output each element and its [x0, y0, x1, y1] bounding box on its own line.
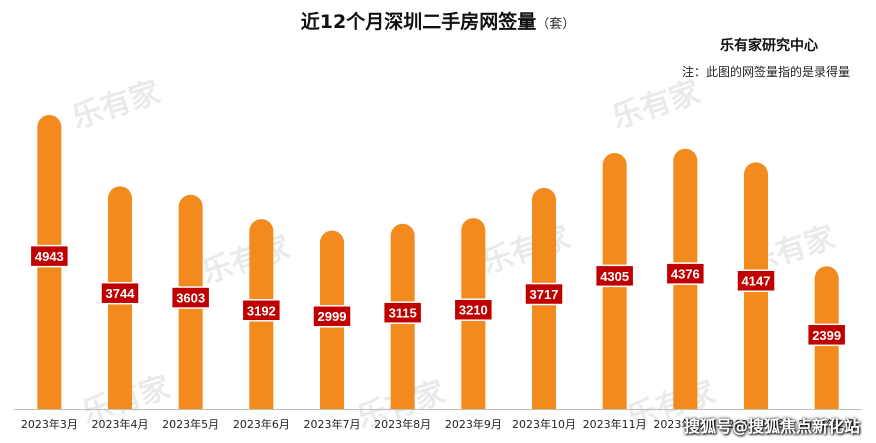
value-label-bg: [453, 298, 494, 321]
x-tick-label: 2023年11月: [583, 417, 647, 431]
footer-watermark: 搜狐号@搜狐焦点新化站: [683, 417, 860, 436]
x-tick-label: 2023年12月: [653, 417, 717, 431]
value-label-bg: [382, 301, 423, 324]
value-label: 4943: [35, 249, 64, 264]
value-label: 4305: [600, 269, 629, 284]
value-label: 3744: [106, 286, 136, 301]
x-tick-label: 2023年10月: [512, 417, 576, 431]
value-label-bg: [241, 299, 282, 322]
value-label-bg: [100, 281, 140, 305]
value-label-bg: [524, 282, 564, 306]
value-label: 3192: [247, 303, 276, 318]
value-label: 2999: [318, 309, 347, 324]
source-label: 乐有家研究中心: [720, 38, 818, 54]
x-tick-label: 2023年5月: [162, 417, 219, 431]
value-label: 3115: [389, 306, 417, 321]
x-tick-label: 2023年7月: [304, 417, 361, 431]
x-tick-label: 2023年6月: [233, 417, 290, 431]
chart-title: 近12个月深圳二手房网签量: [300, 11, 537, 33]
chart-title-block: 近12个月深圳二手房网签量（套）: [0, 7, 876, 34]
x-tick-label: 2024年1月: [728, 417, 785, 431]
value-label-bg: [665, 262, 706, 285]
x-tick-label: 2023年4月: [92, 417, 149, 431]
value-label-bg: [312, 304, 352, 328]
value-label: 4376: [671, 267, 700, 282]
value-label: 2399: [812, 328, 841, 343]
value-label-bg: [170, 286, 211, 309]
value-label: 3717: [530, 287, 559, 302]
value-label: 3210: [459, 303, 488, 318]
value-label-bg: [594, 264, 635, 288]
x-tick-label: 2023年3月: [21, 417, 78, 431]
x-tick-label: 2023年8月: [374, 417, 431, 431]
chart-unit: （套）: [536, 17, 576, 32]
x-tick-label: 2024年2月: [798, 417, 855, 431]
value-label-bg: [806, 323, 847, 347]
value-label-bg: [29, 244, 70, 268]
note-label: 注：此图的网签量指的是录得量: [681, 65, 850, 79]
x-tick-label: 2023年9月: [445, 417, 502, 431]
value-label: 3603: [176, 291, 205, 306]
value-label-bg: [736, 269, 776, 292]
value-label: 4147: [742, 274, 771, 289]
